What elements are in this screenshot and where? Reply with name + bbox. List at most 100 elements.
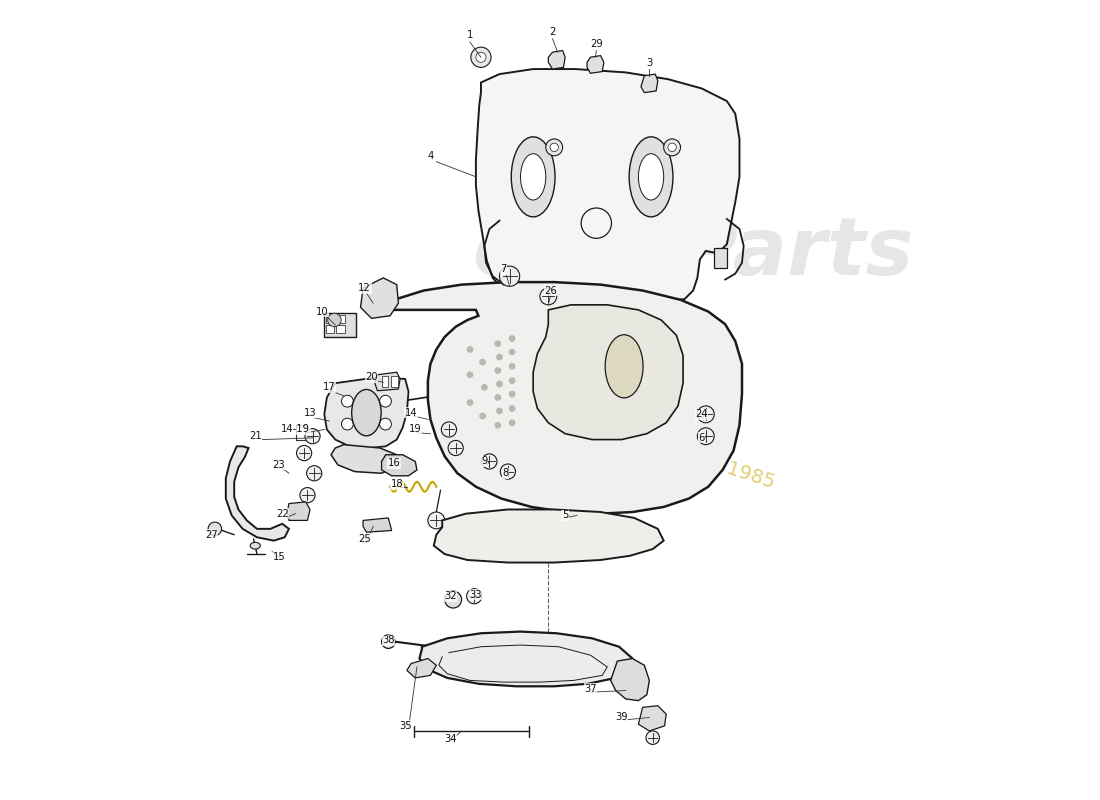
Circle shape [300,487,315,502]
Polygon shape [476,69,739,307]
Polygon shape [419,631,632,686]
Text: 22: 22 [276,509,288,518]
Circle shape [697,428,714,445]
Circle shape [508,378,516,384]
Text: 32: 32 [444,591,456,602]
Text: 27: 27 [205,530,218,540]
Circle shape [668,143,676,151]
Text: 26: 26 [544,286,558,295]
Text: 16: 16 [388,458,400,468]
Circle shape [508,405,516,412]
Ellipse shape [605,334,643,398]
Circle shape [444,591,462,608]
Text: 18: 18 [390,479,403,490]
Circle shape [466,371,473,378]
Bar [382,377,388,386]
Circle shape [508,335,516,342]
Ellipse shape [520,154,546,200]
Bar [337,325,344,334]
Circle shape [480,413,486,419]
Circle shape [481,384,487,390]
Circle shape [480,358,486,366]
Text: 4: 4 [427,150,433,161]
Polygon shape [641,74,658,93]
Circle shape [508,419,516,426]
Text: 21: 21 [249,431,262,442]
Text: a passion for parts since 1985: a passion for parts since 1985 [491,383,778,493]
Bar [324,314,356,337]
Circle shape [494,367,502,374]
Polygon shape [638,706,667,731]
Text: 5: 5 [562,510,569,520]
Text: euroParts: euroParts [473,214,914,292]
Polygon shape [433,510,663,562]
Circle shape [328,314,341,326]
Ellipse shape [629,137,673,217]
Circle shape [341,418,353,430]
Text: 15: 15 [273,553,285,562]
Circle shape [646,731,660,745]
Text: 34: 34 [444,734,456,744]
Text: 38: 38 [382,635,395,645]
Circle shape [550,143,559,151]
Circle shape [508,390,516,398]
Circle shape [428,512,444,529]
Polygon shape [407,658,437,678]
Circle shape [499,266,519,286]
Circle shape [382,635,395,649]
Circle shape [471,47,491,67]
Circle shape [508,349,516,355]
Circle shape [379,395,392,407]
Polygon shape [379,282,742,514]
Text: 14: 14 [405,408,417,418]
Circle shape [697,406,714,422]
Text: 14-19: 14-19 [282,425,310,434]
Bar [337,315,344,323]
Circle shape [466,399,473,406]
Text: 20: 20 [365,372,377,382]
Text: 8: 8 [503,468,508,478]
Text: 33: 33 [470,590,482,599]
Circle shape [208,522,221,535]
Circle shape [466,346,473,353]
Text: 13: 13 [304,408,317,418]
Circle shape [540,288,557,305]
Circle shape [494,340,502,347]
Bar [326,315,334,323]
Polygon shape [587,55,604,74]
Text: 1: 1 [466,30,473,40]
Circle shape [297,446,311,461]
Circle shape [508,363,516,370]
Circle shape [496,407,503,414]
Ellipse shape [638,154,663,200]
Text: 2: 2 [549,27,556,37]
Polygon shape [331,445,397,474]
Text: 6: 6 [698,433,705,443]
Ellipse shape [512,137,556,217]
Circle shape [341,395,353,407]
Text: 39: 39 [615,713,628,722]
Polygon shape [714,249,727,268]
Polygon shape [382,454,417,476]
Bar [326,325,334,334]
Circle shape [441,422,456,437]
Text: 19: 19 [409,425,421,434]
Circle shape [476,52,486,62]
Polygon shape [287,502,310,521]
Text: 12: 12 [359,283,371,293]
Ellipse shape [250,542,261,549]
Circle shape [500,464,516,479]
Circle shape [663,139,681,156]
Circle shape [494,394,502,401]
Polygon shape [363,518,392,532]
Polygon shape [610,658,649,701]
Circle shape [466,589,482,604]
Text: 25: 25 [359,534,371,544]
Polygon shape [361,278,398,318]
Text: 3: 3 [646,58,652,68]
Polygon shape [375,372,400,390]
Text: 29: 29 [590,38,603,49]
Circle shape [494,422,502,429]
Bar [390,377,397,386]
Circle shape [482,454,497,469]
